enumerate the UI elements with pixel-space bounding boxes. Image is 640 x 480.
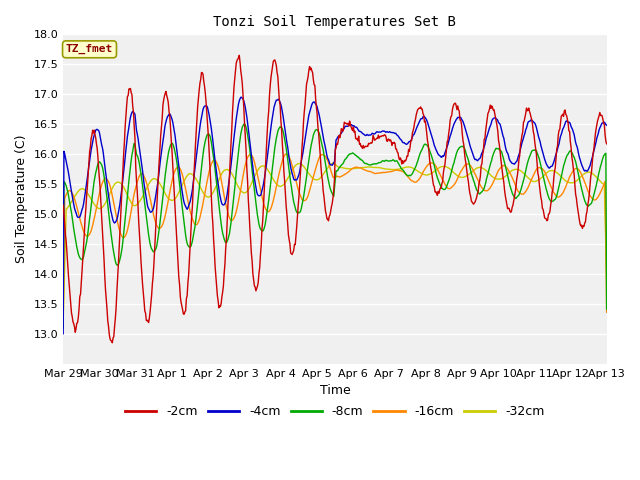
-32cm (180, 178, 188, 184)
-16cm (603, 309, 611, 315)
-16cm (60, 322, 67, 328)
Y-axis label: Soil Temperature (C): Soil Temperature (C) (15, 135, 28, 264)
Line: -8cm: -8cm (63, 124, 607, 328)
-2cm (181, 309, 189, 315)
-4cm (60, 331, 67, 336)
-16cm (282, 151, 290, 157)
Legend: -2cm, -4cm, -8cm, -16cm, -32cm: -2cm, -4cm, -8cm, -16cm, -32cm (120, 400, 550, 423)
-8cm (125, 178, 132, 183)
-16cm (125, 221, 132, 227)
-4cm (180, 200, 188, 205)
-2cm (126, 86, 134, 92)
-16cm (209, 158, 217, 164)
-4cm (237, 95, 245, 100)
Line: -4cm: -4cm (63, 97, 607, 334)
-32cm (69, 196, 77, 202)
-32cm (418, 170, 426, 176)
-8cm (241, 121, 248, 127)
-4cm (69, 198, 77, 204)
-16cm (402, 171, 410, 177)
-32cm (328, 160, 336, 166)
-32cm (209, 190, 217, 196)
-8cm (603, 306, 611, 312)
-16cm (69, 192, 77, 198)
X-axis label: Time: Time (319, 384, 350, 397)
Line: -16cm: -16cm (63, 154, 607, 325)
-4cm (402, 141, 410, 147)
Text: TZ_fmet: TZ_fmet (66, 44, 113, 54)
-32cm (603, 275, 611, 281)
-16cm (180, 179, 188, 185)
-4cm (125, 124, 132, 130)
-8cm (180, 220, 188, 226)
-4cm (603, 122, 611, 128)
-2cm (236, 52, 243, 58)
Title: Tonzi Soil Temperatures Set B: Tonzi Soil Temperatures Set B (214, 15, 456, 29)
-32cm (402, 165, 410, 170)
-32cm (125, 195, 132, 201)
-16cm (418, 173, 426, 179)
-2cm (210, 237, 218, 242)
-8cm (418, 148, 426, 154)
-8cm (402, 171, 410, 177)
Line: -32cm: -32cm (63, 163, 607, 322)
-2cm (419, 106, 426, 112)
-4cm (418, 116, 426, 121)
-2cm (60, 203, 67, 208)
-32cm (60, 319, 67, 324)
-8cm (60, 325, 67, 331)
-2cm (69, 319, 77, 325)
-2cm (603, 141, 611, 147)
-4cm (209, 138, 217, 144)
-8cm (209, 149, 217, 155)
Line: -2cm: -2cm (63, 55, 607, 343)
-2cm (403, 156, 410, 162)
-8cm (69, 220, 77, 226)
-2cm (108, 340, 116, 346)
